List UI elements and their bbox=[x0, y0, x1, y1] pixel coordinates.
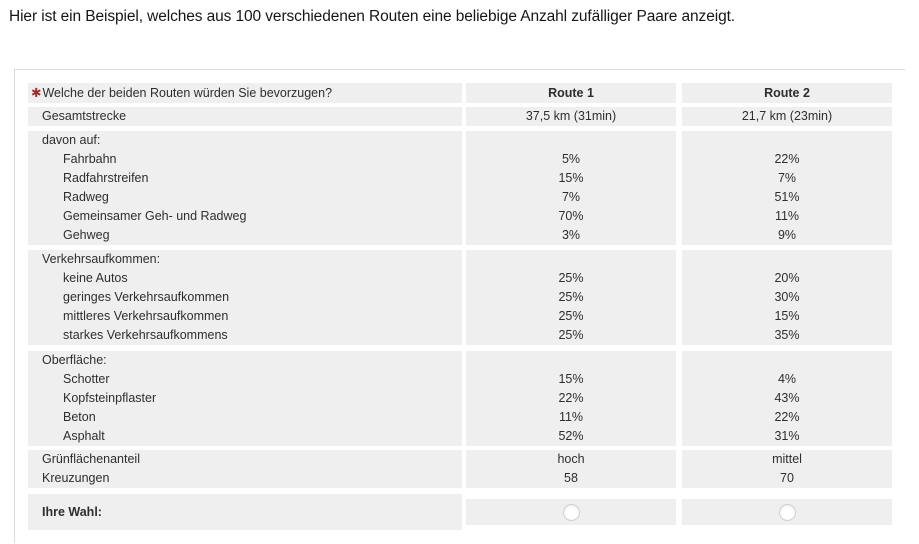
route2-value-column: 20% 30% 15% 35% bbox=[682, 250, 892, 345]
section-label-column: Oberfläche: Schotter Kopfsteinpflaster B… bbox=[28, 351, 462, 446]
route1-radio-button[interactable] bbox=[562, 503, 580, 521]
row-label: Kopfsteinpflaster bbox=[63, 391, 157, 405]
route1-value: 7% bbox=[561, 190, 581, 204]
route2-value: 22% bbox=[774, 152, 800, 166]
route2-value: 70 bbox=[780, 471, 794, 485]
section-label-column: davon auf: Fahrbahn Radfahrstreifen Radw… bbox=[28, 131, 462, 245]
route2-value-column: mittel 70 bbox=[682, 450, 892, 488]
route2-value: 9% bbox=[777, 228, 797, 242]
section-header: davon auf: bbox=[42, 133, 101, 147]
route1-value: 11% bbox=[558, 410, 584, 424]
section-header: Oberfläche: bbox=[42, 353, 107, 367]
route1-value-column: 15% 22% 11% 52% bbox=[466, 351, 676, 446]
choice-route2-cell[interactable] bbox=[682, 499, 892, 525]
row-label: mittleres Verkehrsaufkommen bbox=[63, 309, 229, 323]
route1-value: 25% bbox=[558, 271, 584, 285]
row-label: Asphalt bbox=[63, 429, 105, 443]
route2-value: 43% bbox=[774, 391, 800, 405]
row-label: Radfahrstreifen bbox=[63, 171, 149, 185]
route2-value: 15% bbox=[774, 309, 800, 323]
row-label: keine Autos bbox=[63, 271, 128, 285]
required-asterisk: ✱ bbox=[31, 86, 42, 100]
route1-value-column: 25% 25% 25% 25% bbox=[466, 250, 676, 345]
section-attributes: Grünflächenanteil Kreuzungen hoch 58 mit… bbox=[28, 450, 892, 488]
route1-value: 15% bbox=[558, 372, 584, 386]
section-header: Verkehrsaufkommen: bbox=[42, 252, 161, 266]
route1-value-column: 5% 15% 7% 70% 3% bbox=[466, 131, 676, 245]
row-label: Gehweg bbox=[63, 228, 110, 242]
choice-row: Ihre Wahl: bbox=[28, 494, 892, 530]
route2-value: 22% bbox=[774, 410, 800, 424]
section-label-column: Grünflächenanteil Kreuzungen bbox=[28, 450, 462, 488]
route2-value: 31% bbox=[774, 429, 800, 443]
section-oberflaeche: Oberfläche: Schotter Kopfsteinpflaster B… bbox=[28, 351, 892, 446]
route1-value: 58 bbox=[564, 471, 578, 485]
table-header-row: ✱Welche der beiden Routen würden Sie bev… bbox=[28, 83, 892, 103]
route1-value: 25% bbox=[558, 309, 584, 323]
route-comparison-table: ✱Welche der beiden Routen würden Sie bev… bbox=[14, 69, 905, 543]
route2-value: 20% bbox=[774, 271, 800, 285]
route2-value: 7% bbox=[777, 171, 797, 185]
section-label-column: Verkehrsaufkommen: keine Autos geringes … bbox=[28, 250, 462, 345]
route1-value: 3% bbox=[561, 228, 581, 242]
route1-value-column: hoch 58 bbox=[466, 450, 676, 488]
route2-value-column: 22% 7% 51% 11% 9% bbox=[682, 131, 892, 245]
route2-value: 4% bbox=[777, 372, 797, 386]
route1-value: 52% bbox=[558, 429, 584, 443]
choice-label: Ihre Wahl: bbox=[28, 494, 462, 530]
section-davon-auf: davon auf: Fahrbahn Radfahrstreifen Radw… bbox=[28, 131, 892, 245]
row-label: Fahrbahn bbox=[63, 152, 117, 166]
row-label: Radweg bbox=[63, 190, 109, 204]
row-label: Schotter bbox=[63, 372, 110, 386]
route1-value: hoch bbox=[557, 452, 585, 466]
route2-value: 30% bbox=[774, 290, 800, 304]
route2-value: 35% bbox=[774, 328, 800, 342]
route1-value: 15% bbox=[558, 171, 584, 185]
route1-value: 70% bbox=[558, 209, 584, 223]
route1-value: 22% bbox=[558, 391, 584, 405]
route1-value: 5% bbox=[561, 152, 581, 166]
route2-value: 11% bbox=[774, 209, 800, 223]
question-label: ✱Welche der beiden Routen würden Sie bev… bbox=[28, 83, 462, 103]
row-gesamtstrecke: Gesamtstrecke 37,5 km (31min) 21,7 km (2… bbox=[28, 107, 892, 126]
choice-route1-cell[interactable] bbox=[466, 499, 676, 525]
route2-value: 51% bbox=[774, 190, 800, 204]
route1-value: 37,5 km (31min) bbox=[466, 107, 676, 126]
row-label: starkes Verkehrsaufkommens bbox=[63, 328, 228, 342]
row-label: Gemeinsamer Geh- und Radweg bbox=[63, 209, 247, 223]
route2-value-column: 4% 43% 22% 31% bbox=[682, 351, 892, 446]
row-label: Beton bbox=[63, 410, 96, 424]
route2-radio-button[interactable] bbox=[778, 503, 796, 521]
column-header-route1: Route 1 bbox=[466, 83, 676, 103]
route1-value: 25% bbox=[558, 290, 584, 304]
question-text: Welche der beiden Routen würden Sie bevo… bbox=[42, 86, 333, 100]
column-header-route2: Route 2 bbox=[682, 83, 892, 103]
row-label: Grünflächenanteil bbox=[42, 452, 140, 466]
intro-text: Hier ist ein Beispiel, welches aus 100 v… bbox=[9, 8, 736, 25]
row-label: geringes Verkehrsaufkommen bbox=[63, 290, 230, 304]
row-label: Kreuzungen bbox=[42, 471, 110, 485]
route1-value: 25% bbox=[558, 328, 584, 342]
route2-value: 21,7 km (23min) bbox=[682, 107, 892, 126]
route2-value: mittel bbox=[772, 452, 802, 466]
section-verkehrsaufkommen: Verkehrsaufkommen: keine Autos geringes … bbox=[28, 250, 892, 345]
row-label: Gesamtstrecke bbox=[28, 107, 462, 126]
